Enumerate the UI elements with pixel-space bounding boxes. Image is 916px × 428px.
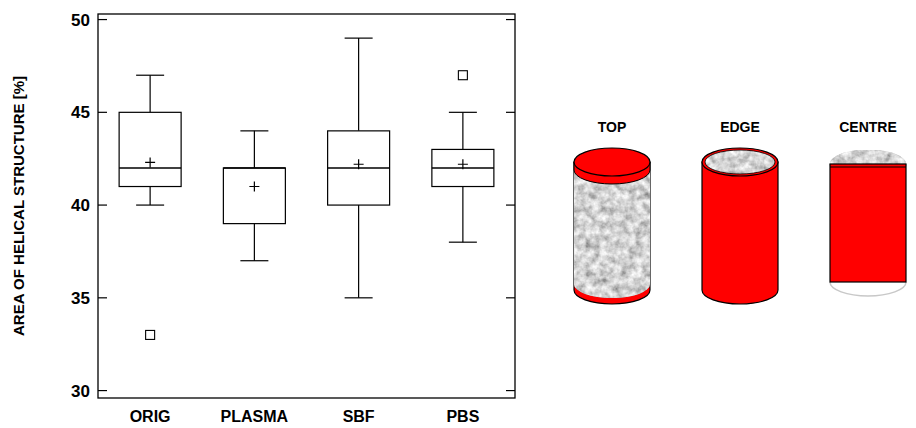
mean bbox=[249, 182, 259, 192]
y-tick-right bbox=[506, 390, 515, 391]
y-tick bbox=[98, 297, 107, 298]
mean bbox=[458, 159, 468, 169]
figure: 30 35 40 45 50 AREA OF HELICAL STRUCTURE [%] O… bbox=[0, 0, 916, 428]
x-tick-label: ORIG bbox=[130, 408, 171, 425]
cylinder-label: TOP bbox=[598, 119, 627, 135]
x-tick-label: SBF bbox=[343, 408, 375, 425]
whisker-high-cap bbox=[345, 38, 373, 39]
whisker-low-cap bbox=[136, 204, 164, 205]
whisker-low-cap bbox=[345, 297, 373, 298]
x-tick-label: PBS bbox=[446, 408, 479, 425]
y-tick-right bbox=[506, 297, 515, 298]
y-tick-right bbox=[506, 204, 515, 205]
whisker-high-cap bbox=[449, 112, 477, 113]
y-tick-label: 30 bbox=[71, 382, 90, 401]
y-tick bbox=[98, 390, 107, 391]
y-axis-title: AREA OF HELICAL STRUCTURE [%] bbox=[10, 76, 27, 336]
whisker-low bbox=[358, 205, 359, 298]
cut-face bbox=[830, 164, 906, 282]
cut-edge bbox=[830, 167, 906, 168]
box bbox=[328, 131, 390, 205]
median bbox=[223, 167, 285, 168]
whisker-low bbox=[150, 187, 151, 206]
outlier bbox=[146, 330, 155, 339]
plot-frame bbox=[98, 14, 515, 398]
y-tick-label: 40 bbox=[71, 196, 90, 215]
median bbox=[119, 167, 181, 168]
y-tick bbox=[98, 19, 107, 20]
whisker-high bbox=[150, 75, 151, 112]
box bbox=[223, 168, 285, 224]
hidden-edge bbox=[830, 282, 906, 296]
cylinder-label: CENTRE bbox=[839, 119, 897, 135]
sem-face bbox=[705, 150, 775, 174]
x-tick-label: PLASMA bbox=[221, 408, 289, 425]
whisker-high-cap bbox=[240, 130, 268, 131]
whisker-high bbox=[462, 112, 463, 149]
sem-face-base bbox=[830, 150, 906, 164]
sem-face-base bbox=[574, 170, 650, 298]
mean bbox=[145, 157, 155, 167]
y-tick-label: 50 bbox=[71, 11, 90, 30]
whisker-low bbox=[254, 224, 255, 261]
whisker-low-cap bbox=[240, 260, 268, 261]
y-tick bbox=[98, 112, 107, 113]
whisker-low bbox=[462, 187, 463, 243]
top-disk-face bbox=[574, 148, 650, 176]
whisker-high bbox=[358, 38, 359, 131]
sem-face bbox=[830, 150, 906, 164]
box bbox=[432, 149, 494, 186]
y-tick-right bbox=[506, 112, 515, 113]
cylinder-body bbox=[702, 162, 778, 304]
sem-face-outline bbox=[705, 150, 775, 174]
sem-face bbox=[574, 170, 650, 298]
y-tick-right bbox=[506, 19, 515, 20]
whisker-low-cap bbox=[449, 242, 477, 243]
boxes bbox=[119, 38, 494, 339]
box bbox=[119, 112, 181, 186]
y-tick-label: 45 bbox=[71, 103, 90, 122]
top-rim bbox=[702, 148, 778, 176]
outlier bbox=[458, 71, 467, 80]
whisker-high-cap bbox=[136, 75, 164, 76]
y-tick bbox=[98, 204, 107, 205]
mean bbox=[354, 159, 364, 169]
cylinder-body bbox=[574, 162, 650, 304]
cylinder-label: EDGE bbox=[720, 119, 760, 135]
y-tick-label: 35 bbox=[71, 289, 90, 308]
whisker-high bbox=[254, 131, 255, 168]
